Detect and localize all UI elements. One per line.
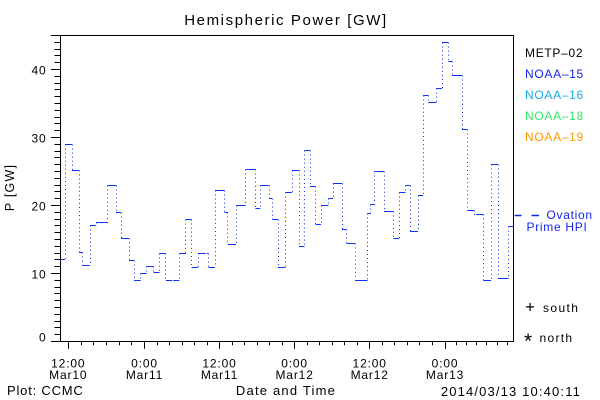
svg-text:north: north bbox=[540, 331, 574, 345]
svg-text:NOAA–16: NOAA–16 bbox=[525, 88, 584, 102]
svg-text:20: 20 bbox=[31, 199, 46, 213]
svg-text:40: 40 bbox=[31, 63, 46, 77]
svg-text:0:00: 0:00 bbox=[281, 356, 308, 370]
svg-text:south: south bbox=[543, 301, 579, 315]
svg-text:12:00: 12:00 bbox=[353, 356, 387, 370]
svg-text:0:00: 0:00 bbox=[432, 356, 459, 370]
svg-text:Prime HPI: Prime HPI bbox=[527, 220, 588, 234]
svg-text:Date and Time: Date and Time bbox=[236, 383, 336, 398]
svg-text:NOAA–15: NOAA–15 bbox=[525, 67, 584, 81]
svg-text:Mar13: Mar13 bbox=[426, 368, 464, 382]
svg-text:Mar12: Mar12 bbox=[351, 368, 389, 382]
svg-text:P [GW]: P [GW] bbox=[3, 164, 17, 211]
svg-text:Mar12: Mar12 bbox=[275, 368, 313, 382]
svg-text:Mar11: Mar11 bbox=[201, 368, 238, 382]
svg-text:30: 30 bbox=[31, 131, 46, 145]
svg-text:12:00: 12:00 bbox=[51, 356, 85, 370]
svg-text:*: * bbox=[524, 330, 532, 353]
svg-text:NOAA–18: NOAA–18 bbox=[525, 109, 584, 123]
svg-text:+: + bbox=[525, 298, 535, 316]
svg-text:0:00: 0:00 bbox=[131, 356, 158, 370]
svg-text:2014/03/13 10:40:11: 2014/03/13 10:40:11 bbox=[441, 384, 581, 399]
svg-text:METP–02: METP–02 bbox=[525, 46, 583, 60]
svg-text:Hemispheric Power [GW]: Hemispheric Power [GW] bbox=[184, 12, 388, 29]
svg-text:10: 10 bbox=[31, 267, 46, 281]
svg-text:0: 0 bbox=[39, 331, 47, 345]
svg-text:Ovation: Ovation bbox=[547, 208, 593, 222]
svg-text:NOAA–19: NOAA–19 bbox=[525, 130, 584, 144]
svg-text:Mar11: Mar11 bbox=[126, 368, 163, 382]
svg-text:12:00: 12:00 bbox=[202, 356, 236, 370]
svg-text:Mar10: Mar10 bbox=[49, 368, 87, 382]
svg-text:Plot: CCMC: Plot: CCMC bbox=[7, 383, 84, 398]
